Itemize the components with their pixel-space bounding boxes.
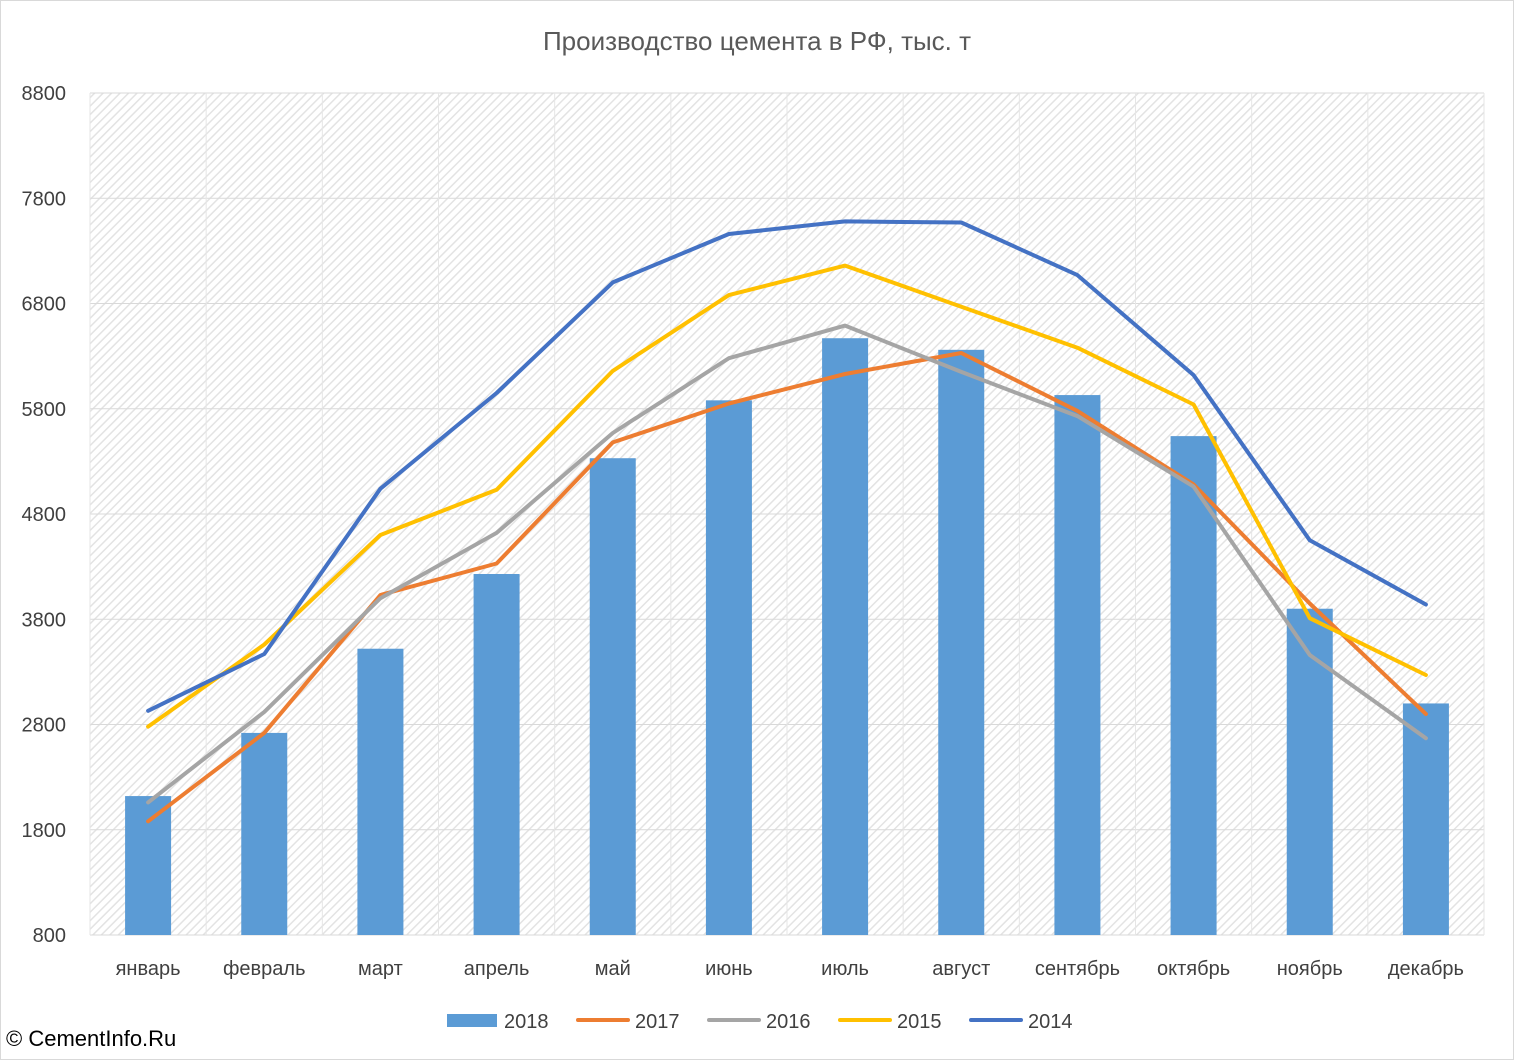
x-tick-label: январь	[116, 958, 181, 980]
line-series	[146, 219, 1428, 824]
x-tick-label: май	[595, 958, 631, 980]
legend: 2018 2017 2016 2015 2014	[447, 1011, 1073, 1033]
x-tick-label: декабрь	[1388, 958, 1464, 980]
legend-label-2016: 2016	[766, 1011, 811, 1033]
y-tick-label: 5800	[22, 399, 67, 421]
bar-2018	[822, 338, 869, 935]
x-tick-label: сентябрь	[1035, 958, 1120, 980]
x-tick-label: октябрь	[1157, 958, 1230, 980]
legend-label-2014: 2014	[1028, 1011, 1073, 1033]
y-axis-ticks: 8800 7800 6800 5800 4800 3800 2800 1800 800	[22, 83, 67, 947]
y-tick-label: 800	[33, 925, 66, 947]
bar-2018	[473, 573, 520, 935]
bar-2018	[705, 400, 752, 936]
legend-label-2018: 2018	[504, 1011, 549, 1033]
y-tick-label: 6800	[22, 294, 67, 316]
y-tick-label: 8800	[22, 83, 67, 105]
x-tick-label: март	[358, 958, 403, 980]
line-2014	[146, 219, 1428, 713]
x-tick-label: февраль	[223, 958, 306, 980]
y-tick-label: 4800	[22, 504, 67, 526]
legend-label-2015: 2015	[897, 1011, 942, 1033]
bar-2018	[1402, 703, 1449, 935]
x-tick-label: июль	[821, 958, 869, 980]
bar-series	[125, 338, 1449, 936]
bar-2018	[125, 796, 172, 935]
legend-swatch-2018	[447, 1014, 497, 1027]
y-tick-label: 3800	[22, 609, 67, 631]
y-tick-label: 1800	[22, 820, 67, 842]
x-tick-label: апрель	[464, 958, 530, 980]
bar-2018	[589, 458, 636, 935]
copyright-text: © CementInfo.Ru	[6, 1026, 177, 1051]
x-tick-label: июнь	[705, 958, 753, 980]
line-2015	[146, 263, 1428, 729]
bar-2018	[1286, 608, 1333, 935]
bar-2018	[1054, 395, 1101, 935]
bar-2018	[241, 732, 288, 935]
x-axis-ticks: январь февраль март апрель май июнь июль август…	[116, 958, 1464, 980]
y-tick-label: 7800	[22, 188, 67, 210]
bar-2018	[938, 349, 985, 935]
bar-2018	[357, 648, 404, 935]
x-tick-label: ноябрь	[1277, 958, 1343, 980]
line-2016	[146, 323, 1428, 805]
gridlines	[89, 92, 1485, 936]
legend-label-2017: 2017	[635, 1011, 680, 1033]
y-tick-label: 2800	[22, 715, 67, 737]
x-tick-label: август	[932, 958, 990, 980]
bar-2018	[1170, 436, 1217, 935]
chart-title: Производство цемента в РФ, тыс. т	[543, 26, 971, 56]
